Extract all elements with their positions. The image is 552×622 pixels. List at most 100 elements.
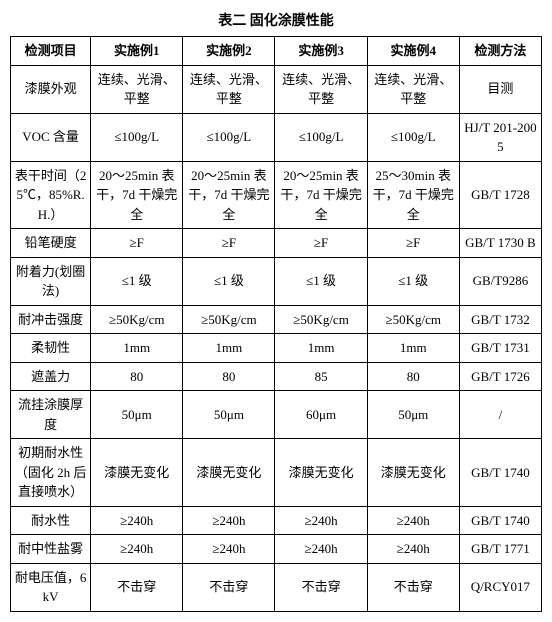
table-cell: 不击穿 xyxy=(91,563,183,611)
table-cell: 1mm xyxy=(91,334,183,363)
table-cell: GB/T9286 xyxy=(459,257,541,305)
table-cell: HJ/T 201-2005 xyxy=(459,113,541,161)
table-cell: 耐中性盐雾 xyxy=(11,535,91,564)
table-cell: ≤100g/L xyxy=(183,113,275,161)
table-cell: 铅笔硬度 xyxy=(11,229,91,258)
table-cell: 连续、光滑、平整 xyxy=(183,65,275,113)
table-cell: 50μm xyxy=(367,391,459,439)
table-cell: 60μm xyxy=(275,391,367,439)
table-cell: 耐水性 xyxy=(11,506,91,535)
table-cell: ≥240h xyxy=(183,535,275,564)
table-header-row: 检测项目 实施例1 实施例2 实施例3 实施例4 检测方法 xyxy=(11,37,542,66)
table-cell: ≤1 级 xyxy=(367,257,459,305)
table-cell: 连续、光滑、平整 xyxy=(275,65,367,113)
table-row: 初期耐水性（固化 2h 后直接喷水）漆膜无变化漆膜无变化漆膜无变化漆膜无变化GB… xyxy=(11,439,542,507)
table-cell: GB/T 1731 xyxy=(459,334,541,363)
col-header: 检测项目 xyxy=(11,37,91,66)
table-cell: 50μm xyxy=(183,391,275,439)
table-cell: 80 xyxy=(183,362,275,391)
table-cell: 1mm xyxy=(183,334,275,363)
col-header: 实施例1 xyxy=(91,37,183,66)
table-cell: 连续、光滑、平整 xyxy=(367,65,459,113)
table-cell: 80 xyxy=(367,362,459,391)
table-cell: 不击穿 xyxy=(275,563,367,611)
table-cell: 附着力(划圈法) xyxy=(11,257,91,305)
table-cell: VOC 含量 xyxy=(11,113,91,161)
table-row: 漆膜外观连续、光滑、平整连续、光滑、平整连续、光滑、平整连续、光滑、平整目测 xyxy=(11,65,542,113)
table-cell: ≥F xyxy=(183,229,275,258)
table-cell: 80 xyxy=(91,362,183,391)
table-cell: 表干时间（25℃，85%R.H.） xyxy=(11,161,91,229)
table-cell: GB/T 1740 xyxy=(459,439,541,507)
table-cell: 初期耐水性（固化 2h 后直接喷水） xyxy=(11,439,91,507)
table-row: 表干时间（25℃，85%R.H.）20～25min 表干，7d 干燥完全20～2… xyxy=(11,161,542,229)
table-cell: 漆膜无变化 xyxy=(275,439,367,507)
table-cell: ≥240h xyxy=(367,535,459,564)
table-cell: ≥240h xyxy=(183,506,275,535)
table-row: 流挂涂膜厚度50μm50μm60μm50μm/ xyxy=(11,391,542,439)
table-cell: ≥240h xyxy=(367,506,459,535)
col-header: 实施例4 xyxy=(367,37,459,66)
table-cell: 遮盖力 xyxy=(11,362,91,391)
table-cell: ≥50Kg/cm xyxy=(367,305,459,334)
table-cell: GB/T 1732 xyxy=(459,305,541,334)
table-cell: ≤100g/L xyxy=(91,113,183,161)
table-row: 遮盖力80808580GB/T 1726 xyxy=(11,362,542,391)
table-cell: ≥F xyxy=(91,229,183,258)
table-cell: 漆膜无变化 xyxy=(183,439,275,507)
table-cell: ≤100g/L xyxy=(275,113,367,161)
table-row: 柔韧性1mm1mm1mm1mmGB/T 1731 xyxy=(11,334,542,363)
table-row: VOC 含量≤100g/L≤100g/L≤100g/L≤100g/LHJ/T 2… xyxy=(11,113,542,161)
table-cell: ≥240h xyxy=(275,506,367,535)
table-cell: / xyxy=(459,391,541,439)
table-cell: 不击穿 xyxy=(367,563,459,611)
table-body: 漆膜外观连续、光滑、平整连续、光滑、平整连续、光滑、平整连续、光滑、平整目测VO… xyxy=(11,65,542,611)
table-cell: Q/RCY017 xyxy=(459,563,541,611)
table-cell: GB/T 1740 xyxy=(459,506,541,535)
table-cell: ≥240h xyxy=(275,535,367,564)
table-cell: 20～25min 表干，7d 干燥完全 xyxy=(183,161,275,229)
table-cell: 耐冲击强度 xyxy=(11,305,91,334)
table-cell: ≥50Kg/cm xyxy=(275,305,367,334)
table-row: 附着力(划圈法)≤1 级≤1 级≤1 级≤1 级GB/T9286 xyxy=(11,257,542,305)
table-title: 表二 固化涂膜性能 xyxy=(10,10,542,30)
table-cell: ≤1 级 xyxy=(275,257,367,305)
table-cell: GB/T 1726 xyxy=(459,362,541,391)
table-cell: 1mm xyxy=(367,334,459,363)
table-row: 耐中性盐雾≥240h≥240h≥240h≥240hGB/T 1771 xyxy=(11,535,542,564)
table-cell: GB/T 1730 B xyxy=(459,229,541,258)
table-cell: 耐电压值，6kV xyxy=(11,563,91,611)
table-row: 耐电压值，6kV不击穿不击穿不击穿不击穿Q/RCY017 xyxy=(11,563,542,611)
table-row: 耐冲击强度≥50Kg/cm≥50Kg/cm≥50Kg/cm≥50Kg/cmGB/… xyxy=(11,305,542,334)
table-cell: 漆膜无变化 xyxy=(367,439,459,507)
table-cell: 25～30min 表干，7d 干燥完全 xyxy=(367,161,459,229)
table-cell: ≥F xyxy=(275,229,367,258)
performance-table: 检测项目 实施例1 实施例2 实施例3 实施例4 检测方法 漆膜外观连续、光滑、… xyxy=(10,36,542,612)
table-cell: ≥F xyxy=(367,229,459,258)
table-cell: ≥50Kg/cm xyxy=(91,305,183,334)
table-cell: GB/T 1728 xyxy=(459,161,541,229)
table-cell: ≥240h xyxy=(91,535,183,564)
table-cell: ≤1 级 xyxy=(183,257,275,305)
table-row: 铅笔硬度≥F≥F≥F≥FGB/T 1730 B xyxy=(11,229,542,258)
table-cell: 柔韧性 xyxy=(11,334,91,363)
col-header: 检测方法 xyxy=(459,37,541,66)
table-cell: 1mm xyxy=(275,334,367,363)
col-header: 实施例2 xyxy=(183,37,275,66)
table-row: 耐水性≥240h≥240h≥240h≥240hGB/T 1740 xyxy=(11,506,542,535)
table-cell: 漆膜无变化 xyxy=(91,439,183,507)
table-cell: 20～25min 表干，7d 干燥完全 xyxy=(275,161,367,229)
table-cell: ≥240h xyxy=(91,506,183,535)
table-cell: 20～25min 表干，7d 干燥完全 xyxy=(91,161,183,229)
table-cell: 50μm xyxy=(91,391,183,439)
table-cell: ≥50Kg/cm xyxy=(183,305,275,334)
table-cell: 不击穿 xyxy=(183,563,275,611)
table-cell: ≤1 级 xyxy=(91,257,183,305)
col-header: 实施例3 xyxy=(275,37,367,66)
table-cell: 连续、光滑、平整 xyxy=(91,65,183,113)
table-cell: 目测 xyxy=(459,65,541,113)
table-cell: 漆膜外观 xyxy=(11,65,91,113)
table-cell: 流挂涂膜厚度 xyxy=(11,391,91,439)
table-cell: GB/T 1771 xyxy=(459,535,541,564)
table-cell: ≤100g/L xyxy=(367,113,459,161)
